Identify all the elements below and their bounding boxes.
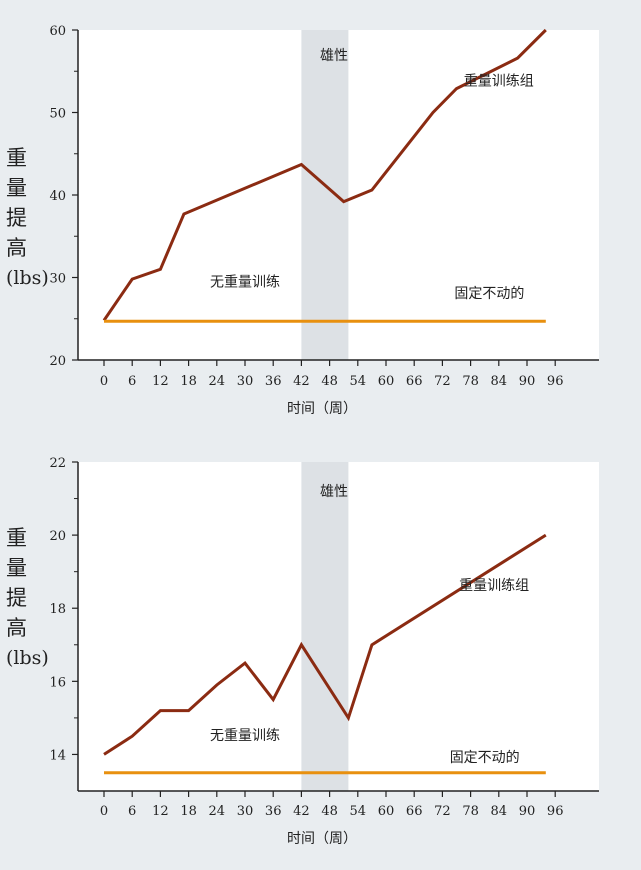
- x-tick-label: 66: [406, 374, 423, 389]
- x-tick-label: 90: [519, 374, 536, 389]
- annotation-label: 固定不动的: [450, 750, 520, 766]
- x-tick-label: 18: [180, 374, 197, 389]
- x-tick-label: 66: [406, 804, 423, 819]
- x-tick-label: 36: [265, 804, 282, 819]
- x-tick-label: 84: [491, 804, 508, 819]
- chart-panel-bottom: 重 量 提 高 (lbs) 14 16 18 20 22 0 6 12 18 24 30 36 42 48…: [0, 435, 641, 870]
- annotation-label: 固定不动的: [454, 286, 524, 302]
- y-axis-label-char: 提: [6, 586, 27, 610]
- y-axis-label-char: 量: [6, 176, 27, 200]
- x-tick-label: 42: [293, 374, 310, 389]
- x-tick-label: 72: [434, 804, 451, 819]
- x-tick-label: 60: [378, 804, 395, 819]
- y-tick-label: 40: [49, 189, 66, 204]
- annotation-label: 重量训练组: [464, 73, 534, 89]
- y-axis-unit: (lbs): [6, 267, 49, 289]
- y-tick-label: 50: [49, 107, 66, 122]
- y-tick-label: 20: [49, 354, 66, 369]
- x-tick-label: 78: [462, 374, 479, 389]
- x-tick-label: 72: [434, 374, 451, 389]
- x-tick-label: 30: [237, 374, 254, 389]
- chart-title: 雄性: [320, 48, 348, 64]
- x-axis-label: 时间（周）: [287, 831, 357, 847]
- y-axis-label-char: 提: [6, 206, 27, 230]
- y-axis-label-char: 高: [6, 616, 27, 640]
- x-tick-label: 18: [180, 804, 197, 819]
- shaded-region: [301, 462, 349, 791]
- y-tick-label: 22: [49, 456, 66, 471]
- y-tick-label: 30: [49, 272, 66, 287]
- x-tick-label: 54: [350, 804, 367, 819]
- x-tick-label: 84: [491, 374, 508, 389]
- y-tick-label: 20: [49, 529, 66, 544]
- chart-title: 雄性: [320, 484, 348, 500]
- y-axis-label: 重 量 提 高 (lbs): [6, 523, 50, 673]
- x-tick-label: 48: [321, 804, 338, 819]
- annotation-label: 无重量训练: [210, 275, 280, 291]
- y-axis-label-char: 重: [6, 526, 27, 550]
- x-axis-label: 时间（周）: [287, 401, 357, 417]
- y-tick-label: 14: [49, 748, 66, 763]
- y-tick-label: 16: [49, 675, 66, 690]
- x-tick-label: 36: [265, 374, 282, 389]
- annotation-label: 重量训练组: [459, 578, 529, 594]
- x-tick-label: 24: [209, 374, 226, 389]
- series-line-trained: [103, 533, 547, 756]
- annotation-label: 无重量训练: [210, 728, 280, 744]
- x-tick-label: 48: [321, 374, 338, 389]
- y-axis-label-char: 重: [6, 146, 27, 170]
- x-tick-label: 96: [547, 804, 564, 819]
- x-tick-label: 12: [152, 804, 169, 819]
- x-tick-label: 0: [100, 804, 108, 819]
- y-axis-label-char: 高: [6, 236, 27, 260]
- y-axis-unit: (lbs): [6, 647, 49, 669]
- series-line-trained: [102, 28, 547, 322]
- x-tick-label: 24: [209, 804, 226, 819]
- x-tick-label: 78: [462, 804, 479, 819]
- x-tick-label: 96: [547, 374, 564, 389]
- x-tick-label: 90: [519, 804, 536, 819]
- y-axis-label: 重 量 提 高 (lbs): [6, 143, 50, 293]
- y-tick-label: 18: [49, 602, 66, 617]
- x-tick-label: 12: [152, 374, 169, 389]
- x-tick-label: 0: [100, 374, 108, 389]
- x-tick-label: 54: [350, 374, 367, 389]
- y-axis-label-char: 量: [6, 556, 27, 580]
- line-chart-top: 20 30 40 50 60 0 6 12 18 24 30 36 42 48 54 60 66 72 78 84 90…: [49, 24, 599, 417]
- chart-panel-top: 重 量 提 高 (lbs) 20 30 40 50 60 0 6 12 18 24 30 36 42 48…: [6, 24, 599, 417]
- y-tick-label: 60: [49, 24, 66, 39]
- line-chart-bottom: 14 16 18 20 22 0 6 12 18 24 30 36 42 48 54 60 66 72 78 84 90…: [49, 456, 599, 847]
- x-tick-label: 6: [128, 374, 136, 389]
- x-tick-label: 6: [128, 804, 136, 819]
- shaded-region: [301, 30, 349, 360]
- x-tick-label: 42: [293, 804, 310, 819]
- x-tick-label: 30: [237, 804, 254, 819]
- x-tick-label: 60: [378, 374, 395, 389]
